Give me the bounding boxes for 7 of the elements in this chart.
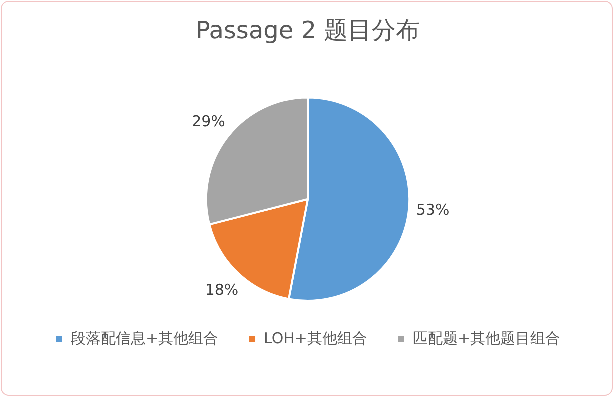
data-label: 18% [205, 280, 239, 299]
data-label: 29% [192, 112, 226, 130]
data-label: 53% [416, 201, 450, 220]
legend-label: LOH+其他组合 [264, 329, 368, 348]
legend-label: 匹配题+其他题目组合 [412, 329, 561, 348]
chart-title: Passage 2 题目分布 [196, 16, 420, 45]
legend-label: 段落配信息+其他组合 [70, 329, 219, 348]
